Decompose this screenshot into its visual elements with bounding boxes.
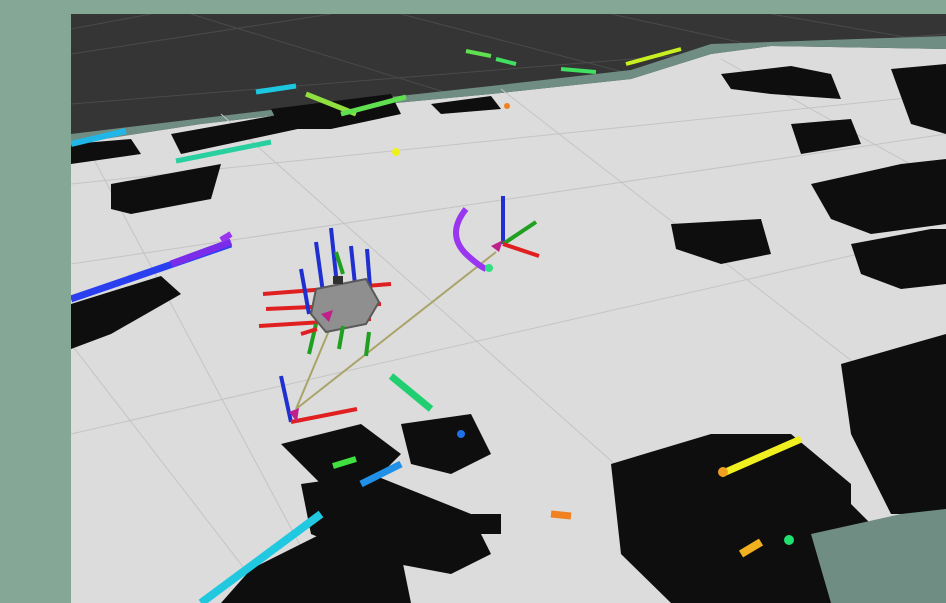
target-frame-icon	[453, 196, 540, 272]
map-obstacles	[71, 64, 946, 603]
map-unknown-patch	[811, 509, 946, 603]
map-edge-band	[71, 36, 946, 144]
left-side-panel	[0, 0, 71, 603]
laser-scan-points	[71, 47, 803, 603]
robot-model-icon	[258, 227, 392, 357]
3d-viewport[interactable]	[71, 14, 946, 603]
top-panel-strip	[71, 0, 946, 14]
scene-canvas[interactable]	[71, 14, 946, 603]
goal-frame-icon	[279, 375, 358, 424]
